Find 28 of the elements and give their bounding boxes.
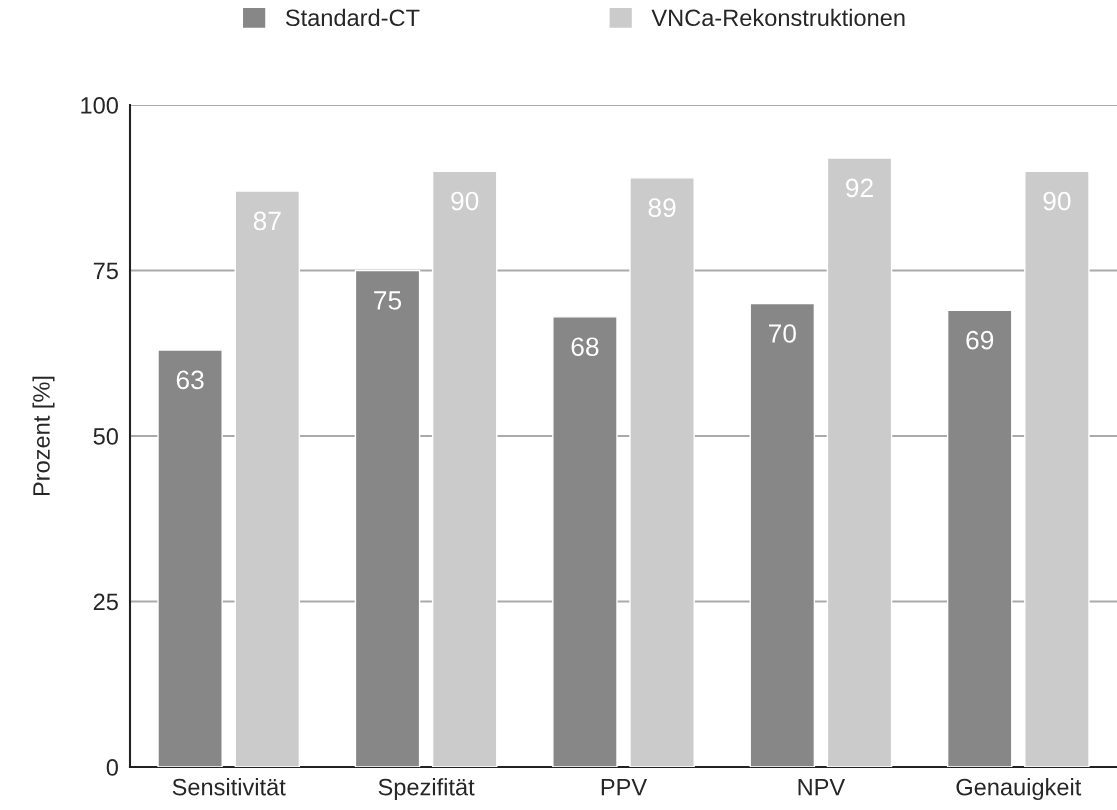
y-tick-label: 50	[93, 428, 118, 445]
x-tick-label: PPV	[601, 778, 648, 796]
legend-label: Standard-CT	[285, 8, 420, 27]
y-axis-title: Prozent [%]	[32, 376, 55, 496]
data-label: 70	[768, 324, 796, 343]
x-tick-label: Spezifität	[378, 778, 475, 801]
bar	[234, 190, 301, 767]
bar	[826, 157, 893, 767]
legend-label: VNCa-Rekonstruktionen	[651, 8, 905, 27]
data-label: 75	[374, 291, 402, 310]
data-label: 63	[176, 370, 204, 390]
y-tick-label: 100	[81, 97, 118, 114]
y-tick-label: 75	[93, 262, 118, 280]
bar	[749, 302, 816, 767]
data-label: 68	[571, 337, 599, 357]
bar	[1024, 170, 1090, 767]
x-tick-label: Sensitivität	[172, 778, 286, 796]
bar	[552, 316, 618, 767]
y-tick-label: 25	[93, 593, 118, 611]
bar	[354, 269, 421, 767]
bar	[946, 309, 1013, 767]
x-tick-label: NPV	[798, 778, 846, 796]
data-label: 69	[966, 330, 994, 350]
bar	[157, 349, 223, 767]
y-tick-label: 0	[106, 759, 118, 776]
bar	[629, 177, 695, 767]
x-tick-label: Genauigkeit	[956, 778, 1082, 801]
bar	[431, 170, 498, 767]
